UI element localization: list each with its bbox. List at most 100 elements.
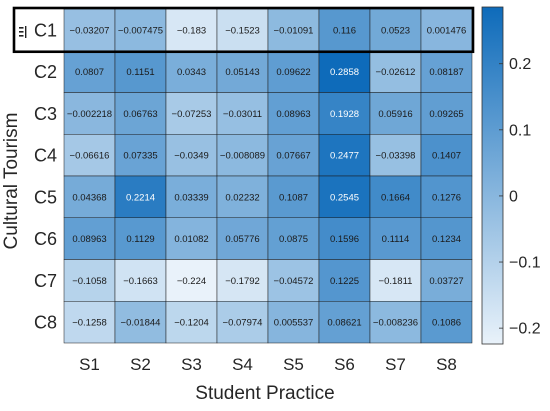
cell-value-label: −0.224: [177, 276, 206, 287]
cell-value-label: −0.1258: [72, 318, 107, 329]
heatmap-cell-c6-s8: [420, 217, 473, 260]
cell-value-label: −0.01844: [121, 318, 161, 329]
heatmap-cell-c6-s3: [165, 217, 218, 260]
cell-value-label: −0.1792: [225, 276, 260, 287]
heatmap-cell-c5-s3: [165, 175, 218, 218]
cell-value-label: 0.0523: [381, 25, 410, 36]
colorbar-ticks: 0.2 0.1 0 −0.1 −0.2: [499, 56, 541, 338]
x-tick-label-s1: S1: [79, 355, 100, 374]
colorbar: [481, 6, 504, 345]
heatmap-cell-c6-s5: [267, 217, 320, 260]
cell-value-label: 0.2545: [330, 192, 359, 203]
heatmap-cell-c1-s4: [216, 8, 269, 51]
y-tick-label-c7: C7: [34, 271, 57, 291]
heatmap-cell-c7-s7: [369, 259, 422, 302]
heatmap-cell-c6-s2: [114, 217, 167, 260]
heatmap-cell-c4-s4: [216, 134, 269, 177]
heatmap-cell-c3-s2: [114, 92, 167, 135]
x-tick-label-s7: S7: [385, 355, 406, 374]
cell-value-label: 0.1234: [432, 234, 461, 245]
heatmap-cell-c8-s2: [114, 301, 167, 344]
cell-value-label: 0.1276: [432, 192, 461, 203]
heatmap-cell-c2-s4: [216, 50, 269, 93]
colorbar-tick-label: −0.1: [509, 255, 541, 272]
y-tick-label-c6: C6: [34, 229, 57, 249]
y-tick-label-c5: C5: [34, 187, 57, 207]
highlighted-row-outline: [12, 6, 475, 54]
y-tick-label-c2: C2: [34, 62, 57, 82]
x-tick-label-s2: S2: [130, 355, 151, 374]
y-tick-label-c1: C1: [34, 20, 57, 40]
heatmap-cell-c6-s7: [369, 217, 422, 260]
y-tick-label-c4: C4: [34, 146, 57, 166]
heatmap-cell-c7-s8: [420, 259, 473, 302]
cell-value-label: 0.09265: [429, 109, 463, 120]
heatmap-cell-c2-s7: [369, 50, 422, 93]
heatmap-cell-c1-s2: [114, 8, 167, 51]
cell-value-label: −0.1663: [123, 276, 158, 287]
cell-value-label: −0.008089: [220, 151, 265, 162]
x-axis-label: Student Practice: [195, 383, 334, 404]
heatmap-cell-c1-s1: [63, 8, 116, 51]
cell-value-label: 0.02232: [225, 192, 259, 203]
cell-value-label: −0.007475: [118, 25, 163, 36]
cell-value-label: −0.07974: [223, 318, 263, 329]
heatmap-cell-c8-s1: [63, 301, 116, 344]
cell-value-label: 0.1928: [330, 109, 359, 120]
cell-value-label: 0.1087: [279, 192, 308, 203]
cell-value-label: 0.1407: [432, 151, 461, 162]
heatmap-cell-c4-s3: [165, 134, 218, 177]
heatmap-cell-c8-s5: [267, 301, 320, 344]
heatmap-cell-c7-s3: [165, 259, 218, 302]
cell-value-label: 0.08621: [327, 318, 361, 329]
cell-value-label: 0.08963: [276, 109, 310, 120]
cell-value-label: 0.07667: [276, 151, 310, 162]
cell-value-label: −0.183: [177, 25, 206, 36]
cell-value-label: 0.08963: [72, 234, 106, 245]
heatmap-cell-c7-s1: [63, 259, 116, 302]
heatmap-cell-c3-s1: [63, 92, 116, 135]
heatmap-cell-c5-s4: [216, 175, 269, 218]
cell-value-label: 0.05916: [378, 109, 412, 120]
heatmap-cell-c1-s6: [318, 8, 371, 51]
cell-value-label: 0.1151: [126, 67, 154, 78]
cell-value-label: −0.06616: [70, 151, 110, 162]
heatmap-cell-c8-s4: [216, 301, 269, 344]
cell-value-label: −0.03398: [376, 151, 416, 162]
cell-value-label: −0.1058: [72, 276, 107, 287]
cell-value-label: −0.01091: [274, 25, 314, 36]
heatmap-cell-c8-s6: [318, 301, 371, 344]
y-tick-label-c3: C3: [34, 104, 57, 124]
x-tick-label-s4: S4: [232, 355, 253, 374]
heatmap-cell-c8-s3: [165, 301, 218, 344]
cell-value-label: 0.08187: [429, 67, 463, 78]
cell-value-label: 0.0807: [75, 67, 104, 78]
cell-value-label: 0.1664: [381, 192, 410, 203]
heatmap-cell-c5-s6: [318, 175, 371, 218]
cell-value-label: 0.04368: [72, 192, 106, 203]
heatmap-cell-c3-s5: [267, 92, 320, 135]
colorbar-tick-label: −0.2: [509, 321, 541, 338]
heatmap-cell-c3-s6: [318, 92, 371, 135]
colorbar-tick-label: 0: [509, 188, 518, 205]
heatmap-cell-c4-s1: [63, 134, 116, 177]
heatmap-cell-c4-s5: [267, 134, 320, 177]
cell-value-label: 0.03727: [429, 276, 463, 287]
cell-value-label: 0.2214: [126, 192, 155, 203]
cell-value-label: −0.1204: [174, 318, 209, 329]
cell-value-label: 0.1129: [126, 234, 154, 245]
heatmap-cell-c3-s3: [165, 92, 218, 135]
x-tick-labels: S1 S2 S3 S4 S5 S6 S7 S8: [79, 355, 457, 374]
cell-value-label: −0.02612: [376, 67, 416, 78]
cell-value-label: 0.09622: [276, 67, 310, 78]
heatmap-cell-c7-s2: [114, 259, 167, 302]
heatmap-cell-c2-s8: [420, 50, 473, 93]
cell-value-label: −0.03207: [70, 25, 110, 36]
cell-value-label: −0.04572: [274, 276, 314, 287]
cell-value-label: −0.1811: [379, 276, 413, 287]
heatmap-cell-c7-s5: [267, 259, 320, 302]
cell-value-label: 0.001476: [427, 25, 467, 36]
y-axis-label: Cultural Tourism: [1, 113, 22, 250]
cell-value-label: 0.0343: [177, 67, 206, 78]
